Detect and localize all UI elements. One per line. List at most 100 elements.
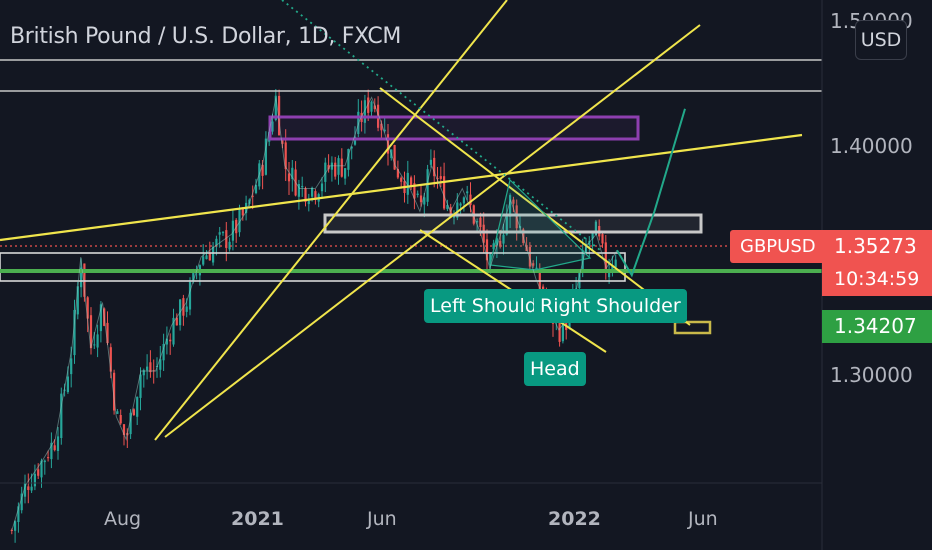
- candle-body: [307, 200, 310, 205]
- candle-body: [53, 445, 56, 451]
- candle-body: [70, 358, 73, 375]
- candle-body: [241, 208, 244, 216]
- candle-body: [337, 158, 340, 175]
- candle-body: [502, 234, 505, 244]
- triangle-pattern: [489, 178, 592, 271]
- candle-body: [561, 314, 564, 342]
- candle-body: [466, 191, 469, 194]
- candle-body: [66, 376, 69, 393]
- candle-body: [20, 493, 23, 511]
- support-zone-box: [0, 252, 626, 282]
- candle-body: [122, 424, 126, 435]
- candle-body: [492, 243, 495, 250]
- candle-body: [73, 310, 76, 356]
- candle-body: [594, 221, 597, 235]
- candle-body: [50, 442, 53, 460]
- candle-body: [611, 264, 614, 269]
- candle-body: [212, 246, 215, 263]
- candle-body: [416, 193, 419, 195]
- candle-body: [383, 129, 386, 132]
- candle-body: [334, 162, 337, 177]
- candle-body: [129, 412, 132, 435]
- candle-body: [188, 282, 192, 310]
- candle-body: [439, 176, 442, 179]
- candle-body: [162, 344, 165, 361]
- candle-body: [443, 176, 446, 209]
- candle-body: [614, 259, 617, 268]
- last-price-label: 1.35273: [822, 230, 932, 263]
- candle-body: [149, 362, 152, 373]
- candle-body: [344, 168, 347, 179]
- candle-body: [367, 97, 370, 113]
- candle-body: [419, 195, 423, 203]
- candle-body: [30, 486, 33, 491]
- trendline-descending: [379, 87, 691, 326]
- candle-body: [83, 263, 86, 297]
- y-tick-label: 1.40000: [830, 134, 913, 158]
- candle-body: [43, 460, 46, 463]
- candle-body: [406, 172, 409, 195]
- candle-body: [353, 136, 357, 145]
- candle-body: [400, 177, 403, 182]
- candle-body: [608, 269, 611, 278]
- candle-body: [93, 344, 96, 346]
- left-shoulder-callout: Left Should: [424, 289, 543, 323]
- candle-body: [396, 169, 399, 178]
- candle-body: [251, 195, 254, 197]
- candle-body: [528, 247, 531, 267]
- candle-body: [113, 372, 116, 411]
- candle-body: [261, 164, 264, 176]
- candle-body: [165, 338, 168, 345]
- candle-body: [301, 186, 304, 188]
- supply-zone-box: [268, 115, 640, 141]
- candle-body: [370, 101, 373, 112]
- candle-body: [208, 253, 211, 261]
- candle-body: [314, 191, 317, 200]
- chart-title: British Pound / U.S. Dollar, 1D, FXCM: [10, 24, 402, 49]
- target-zone-box: [673, 320, 712, 335]
- candle-body: [231, 220, 234, 241]
- candle-body: [27, 486, 30, 490]
- candle-body: [225, 230, 228, 248]
- candle-body: [221, 232, 225, 234]
- candle-body: [116, 411, 119, 414]
- close-price-path: [11, 96, 618, 531]
- candle-body: [136, 396, 139, 417]
- reference-price-label: 1.34207: [822, 310, 932, 343]
- countdown-label: 10:34:59: [822, 263, 932, 296]
- candle-body: [426, 169, 429, 202]
- x-tick-label: Aug: [104, 508, 141, 530]
- currency-button[interactable]: USD: [855, 20, 907, 60]
- candle-body: [159, 359, 162, 370]
- candle-body: [363, 100, 366, 123]
- candle-body: [380, 123, 383, 131]
- candle-body: [14, 521, 17, 531]
- head-callout: Head: [524, 352, 586, 386]
- candle-body: [139, 374, 142, 398]
- candle-body: [489, 253, 492, 265]
- candle-body: [373, 105, 376, 110]
- candle-body: [202, 256, 205, 265]
- candle-body: [89, 315, 93, 349]
- neckline-zone-box: [323, 213, 703, 234]
- candle-body: [347, 149, 350, 170]
- candle-body: [512, 199, 515, 204]
- candle-body: [271, 121, 274, 132]
- x-tick-label: 2022: [548, 508, 601, 530]
- candle-body: [109, 347, 112, 372]
- candle-body: [238, 209, 241, 233]
- candle-body: [393, 145, 396, 170]
- x-tick-label: Jun: [687, 508, 718, 530]
- candle-body: [264, 138, 267, 175]
- candle-body: [304, 188, 307, 202]
- candle-body: [205, 255, 208, 260]
- symbol-label: GBPUSD: [730, 230, 826, 263]
- y-tick-label: 1.30000: [830, 363, 913, 387]
- candle-body: [446, 204, 449, 210]
- trendline-dotted: [281, 0, 601, 251]
- candle-body: [185, 306, 188, 312]
- trendline-diagonal: [164, 24, 701, 438]
- x-tick-label: 2021: [231, 508, 284, 530]
